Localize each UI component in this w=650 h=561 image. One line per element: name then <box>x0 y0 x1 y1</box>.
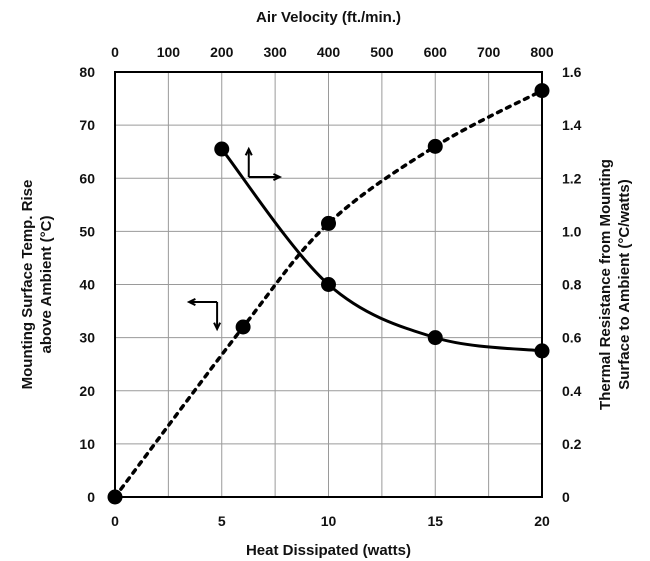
x-tick-label: 20 <box>534 513 550 529</box>
y-tick-label: 20 <box>79 383 95 399</box>
x-tick-label: 5 <box>218 513 226 529</box>
y-tick-label: 70 <box>79 117 95 133</box>
axis-arrow-annotations <box>186 146 283 332</box>
axis-arrow-down-head <box>213 322 222 332</box>
x2-axis-title: Air Velocity (ft./min.) <box>256 9 401 26</box>
axis-arrow-left-head <box>186 298 196 306</box>
series-line-2 <box>220 148 543 353</box>
y2-tick-label: 1.6 <box>562 64 582 80</box>
data-point-series-1 <box>427 138 443 154</box>
tick-labels: 0 5 10 15 200 100 200 300 400 500 600 700 8000102030… <box>79 44 581 529</box>
data-point-series-1 <box>321 215 336 231</box>
y-tick-label: 80 <box>79 64 95 80</box>
y2-tick-label: 1.0 <box>562 223 582 239</box>
data-point-series-2 <box>321 277 336 292</box>
y2-axis-title-line-2: Surface to Ambient (°C/watts) <box>616 179 633 389</box>
data-point-series-1 <box>534 83 550 99</box>
x2-tick-label: 300 <box>263 44 287 60</box>
y2-tick-label: 0.6 <box>562 330 582 346</box>
x-tick-label: 10 <box>321 513 337 529</box>
y-axis-title-line-2: above Ambient (°C) <box>38 216 55 354</box>
x-tick-label: 0 <box>111 513 119 529</box>
data-point-series-1 <box>235 319 251 335</box>
y2-tick-label: 0.4 <box>562 383 582 399</box>
x2-tick-label: 400 <box>317 44 341 60</box>
plot-frame <box>114 71 543 498</box>
y-tick-label: 60 <box>79 170 95 186</box>
x2-tick-label: 600 <box>424 44 448 60</box>
y-tick-label: 30 <box>79 330 95 346</box>
y-tick-label: 40 <box>79 277 95 293</box>
axis-arrow-right-head <box>273 173 283 181</box>
y2-tick-label: 0 <box>562 489 570 505</box>
x2-tick-label: 100 <box>157 44 181 60</box>
x2-tick-label: 200 <box>210 44 234 60</box>
y-tick-label: 10 <box>79 436 95 452</box>
y2-tick-label: 1.2 <box>562 170 582 186</box>
y2-tick-label: 1.4 <box>562 117 582 133</box>
x-axis-title: Heat Dissipated (watts) <box>246 542 411 559</box>
y2-tick-label: 0.2 <box>562 436 582 452</box>
y2-axis-title: Thermal Resistance from Mounting Surface… <box>597 159 633 410</box>
data-point-series-2 <box>214 141 230 157</box>
y-axis-title-line-1: Mounting Surface Temp. Rise <box>19 180 36 390</box>
y-axis-title: Mounting Surface Temp. Rise above Ambien… <box>19 180 55 390</box>
x2-tick-label: 0 <box>111 44 119 60</box>
y2-axis-title-line-1: Thermal Resistance from Mounting <box>597 159 614 410</box>
data-point-series-1 <box>107 489 123 505</box>
axis-arrow-up-head <box>244 146 253 156</box>
data-points <box>107 83 550 505</box>
x2-tick-label: 800 <box>530 44 554 60</box>
y2-tick-label: 0.8 <box>562 277 582 293</box>
x-tick-label: 15 <box>427 513 443 529</box>
data-point-series-2 <box>534 343 550 359</box>
series-lines <box>113 88 544 499</box>
x2-tick-label: 500 <box>370 44 394 60</box>
y-tick-label: 0 <box>87 489 95 505</box>
y-tick-label: 50 <box>79 223 95 239</box>
x2-tick-label: 700 <box>477 44 501 60</box>
data-point-series-2 <box>427 330 443 346</box>
